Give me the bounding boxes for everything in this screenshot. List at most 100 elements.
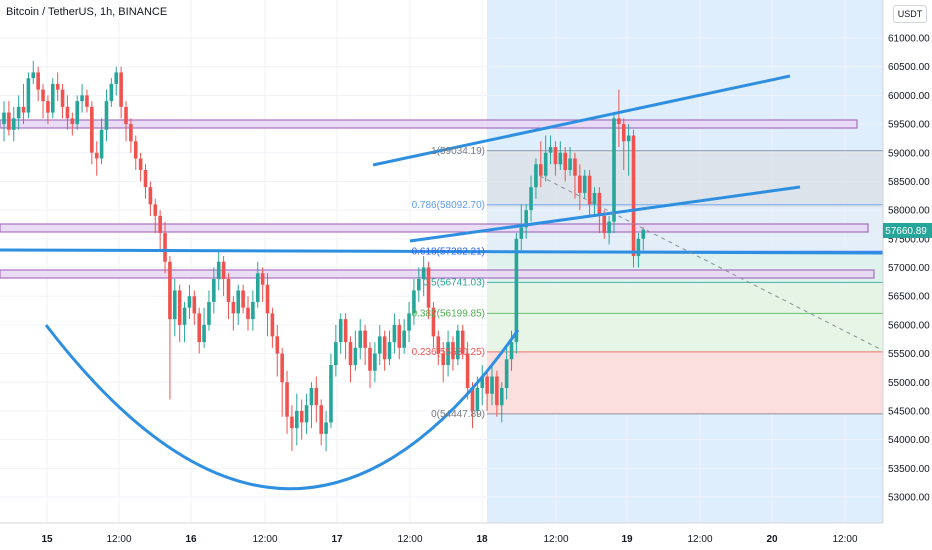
candle-body bbox=[90, 106, 94, 153]
time-tick-label: 18 bbox=[476, 534, 488, 545]
fib-level-label: 0.236(55530.25) bbox=[412, 347, 485, 358]
candle-body bbox=[612, 118, 616, 222]
time-tick-label: 12:00 bbox=[687, 534, 712, 545]
support-line[interactable] bbox=[0, 248, 884, 255]
fib-zone-618-5 bbox=[487, 254, 883, 284]
candle-body bbox=[431, 307, 436, 337]
time-tick-label: 15 bbox=[41, 534, 53, 545]
candle-body bbox=[187, 296, 192, 308]
candle-body bbox=[373, 353, 377, 371]
candle-body bbox=[412, 290, 416, 314]
candle-body bbox=[173, 290, 177, 320]
candle-body bbox=[65, 106, 70, 119]
candle-body bbox=[524, 210, 528, 228]
candle-body bbox=[94, 152, 99, 159]
candle-body bbox=[270, 313, 275, 337]
candle-body bbox=[26, 78, 31, 113]
candle-body bbox=[465, 353, 470, 388]
candle-body bbox=[109, 83, 114, 102]
fib-level-label: 0.618(57282.21) bbox=[412, 246, 485, 257]
candle-body bbox=[133, 141, 138, 159]
fib-labels: 1(59034.19) 0.786(58092.70) 0.618(57282.21… bbox=[412, 146, 485, 420]
candle-body bbox=[392, 324, 397, 343]
candle-body bbox=[119, 72, 123, 107]
price-tick-label: 53000.00 bbox=[888, 493, 930, 504]
resistance-zone-mid[interactable] bbox=[0, 223, 869, 233]
candle-body bbox=[324, 422, 328, 434]
candle-body bbox=[578, 175, 582, 193]
candle-body bbox=[251, 301, 255, 320]
candle-body bbox=[153, 204, 158, 216]
price-tick-label: 54500.00 bbox=[888, 406, 930, 417]
candle-body bbox=[129, 124, 133, 142]
fib-zone-1-786 bbox=[487, 152, 883, 207]
time-tick-label: 12:00 bbox=[252, 534, 277, 545]
time-tick-label: 12:00 bbox=[106, 534, 131, 545]
channel-upper-trendline[interactable] bbox=[372, 74, 791, 167]
candle-body bbox=[617, 118, 621, 125]
candle-body bbox=[519, 227, 524, 239]
candle-body bbox=[363, 330, 367, 348]
candle-body bbox=[21, 106, 26, 113]
candle-body bbox=[534, 164, 538, 188]
candle-body bbox=[16, 106, 21, 119]
fib-level-label: 0.786(58092.70) bbox=[412, 200, 485, 211]
candle-body bbox=[563, 152, 567, 170]
candle-body bbox=[295, 410, 299, 429]
candle-body bbox=[85, 95, 89, 107]
candle-body bbox=[182, 307, 187, 325]
candle-body bbox=[255, 273, 260, 302]
candle-body bbox=[285, 382, 289, 417]
price-tick-label: 60000.00 bbox=[888, 91, 930, 102]
candle-body bbox=[221, 261, 226, 279]
candle-body bbox=[514, 238, 519, 343]
candle-body bbox=[495, 376, 499, 406]
candle-body bbox=[426, 267, 431, 308]
candle-body bbox=[36, 72, 40, 90]
candle-body bbox=[158, 215, 162, 234]
candle-body bbox=[377, 336, 382, 354]
candle-body bbox=[382, 336, 387, 360]
time-axis[interactable]: 15 12:00 16 12:00 17 12:00 18 12:00 19 12:00 20 12:… bbox=[41, 534, 858, 545]
price-tick-label: 61000.00 bbox=[888, 34, 930, 45]
fib-level-label: 0(54447.89) bbox=[431, 409, 485, 420]
candle-body bbox=[504, 359, 509, 388]
candle-body bbox=[304, 405, 309, 423]
currency-selector-button[interactable]: USDT bbox=[893, 5, 927, 23]
candle-body bbox=[329, 365, 333, 423]
candle-body bbox=[197, 313, 201, 343]
candle-body bbox=[290, 416, 294, 429]
candle-body bbox=[641, 229, 646, 239]
resistance-zone-top[interactable] bbox=[0, 119, 858, 129]
price-axis[interactable]: 61000.00 60500.00 60000.00 59500.00 59000.00… bbox=[888, 34, 930, 504]
candle-body bbox=[490, 376, 494, 394]
candle-body bbox=[480, 376, 485, 388]
price-tick-label: 58000.00 bbox=[888, 206, 930, 217]
price-tick-label: 58500.00 bbox=[888, 177, 930, 188]
candle-body bbox=[587, 175, 592, 205]
price-tick-label: 59500.00 bbox=[888, 120, 930, 131]
candle-body bbox=[553, 147, 558, 165]
cup-pattern-curve[interactable] bbox=[44, 324, 520, 491]
candle-body bbox=[539, 164, 543, 176]
candle-body bbox=[226, 278, 231, 302]
symbol-title: Bitcoin / TetherUS, 1h, BINANCE bbox=[6, 6, 168, 18]
price-tick-label: 57500.00 bbox=[888, 234, 930, 245]
candle-body bbox=[548, 147, 553, 153]
price-tick-label: 57000.00 bbox=[888, 263, 930, 274]
candle-body bbox=[436, 336, 441, 354]
fib-retracement[interactable] bbox=[487, 150, 883, 415]
candle-body bbox=[636, 238, 641, 257]
time-tick-label: 12:00 bbox=[543, 534, 568, 545]
candle-body bbox=[143, 169, 148, 188]
fib-level-label: 0.382(56199.85) bbox=[412, 308, 485, 319]
candle-body bbox=[80, 95, 84, 102]
candle-body bbox=[558, 152, 563, 165]
price-tick-label: 60500.00 bbox=[888, 62, 930, 73]
candle-body bbox=[573, 158, 577, 176]
last-price-marker: 57660.89 bbox=[883, 223, 932, 238]
candle-body bbox=[236, 290, 241, 314]
channel-lower-trendline[interactable] bbox=[409, 185, 801, 243]
support-zone-low[interactable] bbox=[0, 269, 875, 279]
